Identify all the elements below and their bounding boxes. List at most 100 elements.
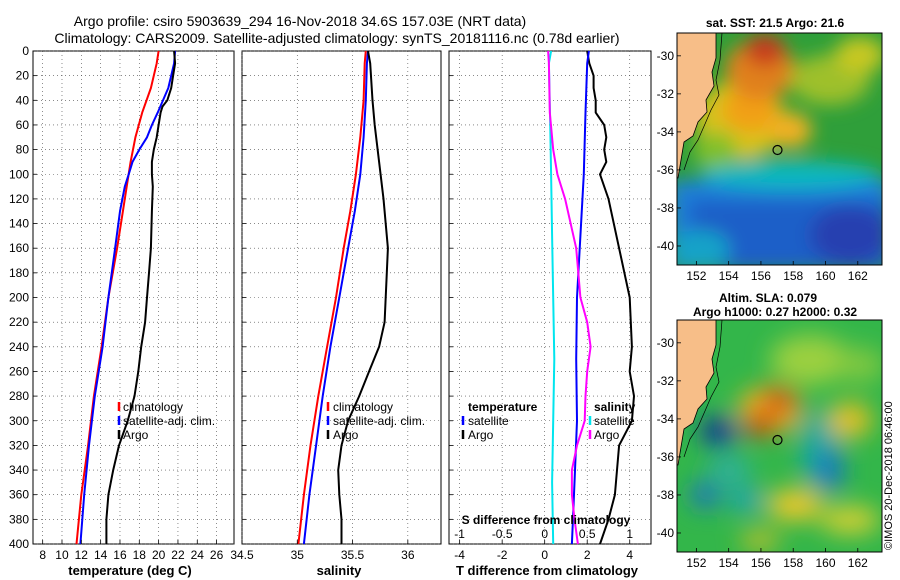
lon-tick-label: 162 [848,556,868,570]
x-tick-label: 14 [94,548,108,562]
sst-map: -30 -32 -34 -36 -38 -40 152 154 156 158 160 162 [657,32,883,283]
sla-depth-contour [683,320,723,458]
sst-argo-marker [772,144,783,156]
series-satellite-adj-clim- [79,50,177,545]
x-tick-label: 36 [401,548,415,562]
depth-tick-label: 140 [9,217,29,231]
legend-label-satellite-adj: satellite-adj. clim. [333,414,425,428]
salinity-x-label: salinity [317,563,363,578]
lon-tick-label: 152 [686,556,706,570]
difference-legend-salinity: salinity satellite Argo [588,400,636,442]
figure-title-line2: Climatology: CARS2009. Satellite-adjuste… [54,30,619,46]
salinity-legend: climatology satellite-adj. clim. Argo [326,400,425,442]
temperature-depth-axis: 0 20 40 60 80 100 120 140 160 180 200 220 240 260 280 3… [9,44,29,551]
depth-tick-label: 380 [9,512,29,526]
x-tick-label: -2 [497,548,508,562]
sla-field [691,335,882,550]
temperature-legend: climatology satellite-adj. clim. Argo [117,400,215,442]
sst-land [677,33,717,179]
series-climatology [297,50,367,545]
figure-title-line1: Argo profile: csiro 5903639_294 16-Nov-2… [74,13,526,29]
temperature-x-label: temperature (deg C) [68,563,192,578]
lon-tick-label: 156 [751,556,771,570]
x-tick-label: 16 [113,548,127,562]
legend-label-climatology: climatology [123,400,183,414]
lon-tick-label: 154 [719,269,739,283]
lat-tick-label: -38 [657,488,675,502]
legend-label-satellite-adj: satellite-adj. clim. [123,414,215,428]
salinity-panel: 34.5 35 35.5 36 climatology satellite-adj. … [230,50,442,578]
depth-tick-label: 340 [9,463,29,477]
lat-tick-label: -34 [657,412,675,426]
legend-label-argo: Argo [123,428,149,442]
s-axis-tick-label: 0.5 [579,527,596,541]
lon-tick-label: 160 [815,556,835,570]
legend-label-s-satellite: satellite [594,414,635,428]
sst-map-title: sat. SST: 21.5 Argo: 21.6 [706,16,845,30]
sst-field [677,34,882,265]
t-difference-label: T difference from climatology [456,563,639,578]
depth-tick-label: 320 [9,438,29,452]
depth-tick-label: 60 [16,118,30,132]
s-axis-tick-label: 1 [626,527,633,541]
depth-tick-label: 280 [9,389,29,403]
x-tick-label: 10 [55,548,69,562]
depth-tick-label: 240 [9,340,29,354]
lon-tick-label: 162 [848,269,868,283]
sla-argo-marker [772,434,783,446]
s-axis-tick-label: -1 [454,527,465,541]
legend-label-s-argo: Argo [594,428,620,442]
legend-label-t-satellite: satellite [468,414,509,428]
s-axis-tick-label: -0.5 [492,527,513,541]
x-tick-label: 12 [75,548,89,562]
x-tick-label: 35 [291,548,305,562]
imos-credit: ©IMOS 20-Dec-2018 06:46:00 [883,401,895,550]
sla-lon-axis: 152 154 156 158 160 162 [686,548,868,570]
depth-tick-label: 220 [9,315,29,329]
s-axis-tick-label: 0 [541,527,548,541]
depth-tick-label: 80 [16,143,30,157]
depth-tick-label: 160 [9,241,29,255]
x-tick-label: 34.5 [230,548,254,562]
lat-tick-label: -40 [657,526,675,540]
sst-map-frame [676,32,883,266]
legend-title-temperature: temperature [468,400,538,414]
legend-label-argo: Argo [333,428,359,442]
difference-s-axis: -1 -0.5 0 0.5 1 [454,527,633,541]
series-s-argo [547,50,592,545]
depth-tick-label: 0 [22,44,29,58]
x-tick-label: 24 [191,548,205,562]
x-tick-label: 35.5 [341,548,365,562]
lon-tick-label: 156 [751,269,771,283]
depth-tick-label: 300 [9,414,29,428]
series-argo [337,50,389,544]
x-tick-label: 0 [541,548,548,562]
depth-tick-label: 180 [9,266,29,280]
salinity-gridlines [241,50,441,545]
sla-map-frame [676,319,883,553]
lat-tick-label: -32 [657,87,675,101]
lat-tick-label: -36 [657,163,675,177]
legend-label-climatology: climatology [333,400,393,414]
lon-tick-label: 152 [686,269,706,283]
depth-tick-label: 120 [9,192,29,206]
temperature-x-axis: 8 10 12 14 16 18 20 22 24 26 [39,540,224,562]
x-tick-label: 22 [171,548,185,562]
x-tick-label: 8 [39,548,46,562]
lat-tick-label: -40 [657,239,675,253]
sla-map-title-line2: Argo h1000: 0.27 h2000: 0.32 [693,305,857,319]
lat-tick-label: -34 [657,125,675,139]
lon-tick-label: 154 [719,556,739,570]
depth-tick-label: 360 [9,488,29,502]
difference-series [547,50,635,545]
lat-tick-label: -38 [657,201,675,215]
sst-lon-axis: 152 154 156 158 160 162 [686,261,868,283]
difference-x-axis: -4 -2 0 2 4 [454,540,633,562]
series-satellite-adj-clim- [302,50,369,545]
lon-tick-label: 160 [815,269,835,283]
x-tick-label: 18 [133,548,147,562]
sla-map: -30 -32 -34 -36 -38 -40 152 154 156 158 160 162 [657,319,883,570]
lat-tick-label: -30 [657,49,675,63]
temperature-panel: 0 20 40 60 80 100 120 140 160 180 200 220 240 260 280 3… [9,44,235,578]
salinity-x-axis: 34.5 35 35.5 36 [230,540,415,562]
